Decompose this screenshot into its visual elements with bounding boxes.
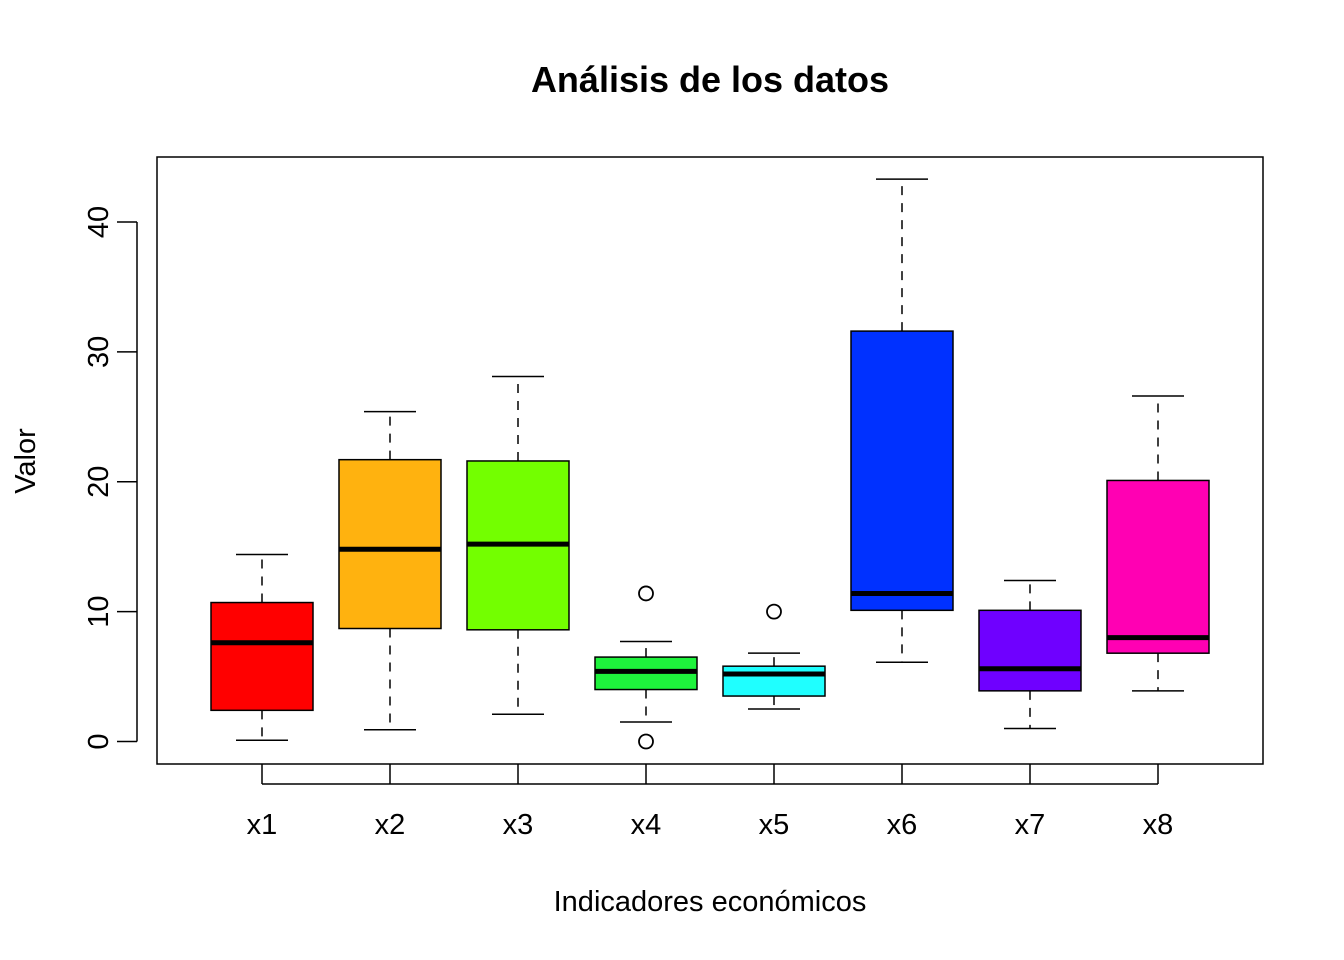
box-x5 (722, 603, 826, 710)
x-tick-label: x5 (759, 809, 790, 841)
iqr-box (978, 609, 1082, 692)
box-x4 (594, 585, 698, 750)
y-axis: 0 10 20 30 40 (83, 206, 138, 750)
x-tick-label: x4 (631, 809, 662, 841)
y-tick-label: 0 (83, 733, 115, 749)
box-x3 (466, 375, 570, 715)
x-axis-label: Indicadores económicos (554, 886, 867, 918)
box-x1 (210, 553, 314, 741)
x-tick-label: x8 (1143, 809, 1174, 841)
iqr-box (722, 665, 826, 697)
chart-title: Análisis de los datos (531, 59, 889, 100)
boxes-group (210, 178, 1210, 750)
x-axis: x1 x2 x3 x4 x5 x6 x7 x8 (247, 764, 1174, 841)
y-tick-label: 10 (83, 595, 115, 627)
x-tick-label: x1 (247, 809, 278, 841)
iqr-box (1106, 479, 1210, 654)
iqr-box (850, 330, 954, 612)
y-tick-label: 40 (83, 206, 115, 238)
y-axis-label: Valor (10, 428, 42, 494)
x-tick-label: x3 (503, 809, 534, 841)
y-tick-label: 30 (83, 336, 115, 368)
iqr-box (338, 458, 442, 630)
outlier-point (638, 733, 654, 750)
outlier-point (766, 603, 782, 620)
x-tick-label: x2 (375, 809, 406, 841)
x-tick-label: x6 (887, 809, 918, 841)
box-x8 (1106, 395, 1210, 692)
box-x6 (850, 178, 954, 664)
box-x7 (978, 579, 1082, 730)
box-x2 (338, 410, 442, 731)
iqr-box (210, 601, 314, 712)
x-tick-label: x7 (1015, 809, 1046, 841)
plot-frame (156, 156, 1264, 765)
y-tick-label: 20 (83, 466, 115, 498)
outlier-point (638, 585, 654, 602)
